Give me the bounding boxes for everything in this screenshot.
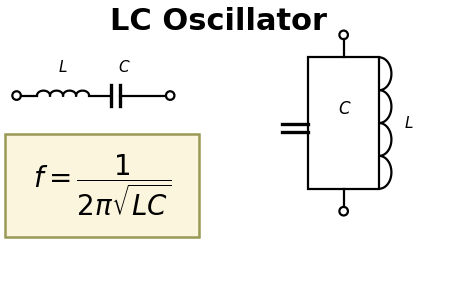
Bar bbox=[308, 57, 379, 189]
FancyBboxPatch shape bbox=[5, 134, 199, 237]
Text: $f = \dfrac{1}{2\pi\sqrt{LC}}$: $f = \dfrac{1}{2\pi\sqrt{LC}}$ bbox=[33, 152, 171, 218]
Text: C: C bbox=[118, 61, 128, 76]
Text: LC Oscillator: LC Oscillator bbox=[109, 7, 327, 36]
Text: C: C bbox=[338, 100, 349, 118]
Text: L: L bbox=[59, 61, 67, 76]
Text: L: L bbox=[404, 116, 413, 131]
